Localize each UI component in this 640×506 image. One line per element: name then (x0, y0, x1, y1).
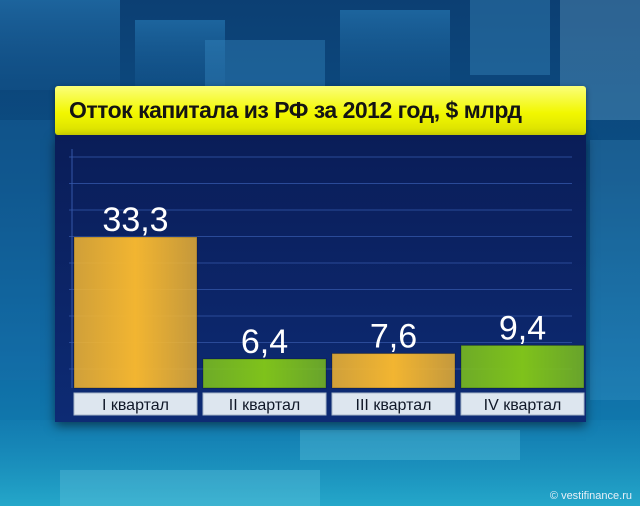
bar-value-label-1: 33,3 (102, 201, 168, 239)
bar-3 (331, 353, 456, 389)
bar-4 (460, 344, 585, 389)
bar-1 (73, 236, 198, 389)
category-strip-1 (73, 392, 198, 416)
bar-2 (202, 358, 327, 389)
category-label-2: II квартал (229, 397, 300, 414)
bar-value-label-3: 7,6 (370, 318, 417, 356)
category-strip-4 (460, 392, 585, 416)
category-label-3: III квартал (356, 397, 432, 414)
chart-panel: 33,3 I квартал 6,4 II квартал 7,6 III квартал… (55, 135, 586, 422)
chart-title: Отток капитала из РФ за 2012 год, $ млрд (69, 97, 522, 123)
category-label-4: IV квартал (484, 397, 562, 414)
bar-chart: 33,3 I квартал 6,4 II квартал 7,6 III квартал… (69, 149, 585, 416)
bar-value-label-4: 9,4 (499, 309, 546, 347)
category-strip-3 (331, 392, 456, 416)
bar-value-label-2: 6,4 (241, 323, 288, 361)
category-label-1: I квартал (102, 397, 169, 414)
source-credit: © vestifinance.ru (549, 490, 632, 502)
chart-title-bar: Отток капитала из РФ за 2012 год, $ млрд (55, 86, 586, 135)
category-strip-2 (202, 392, 327, 416)
